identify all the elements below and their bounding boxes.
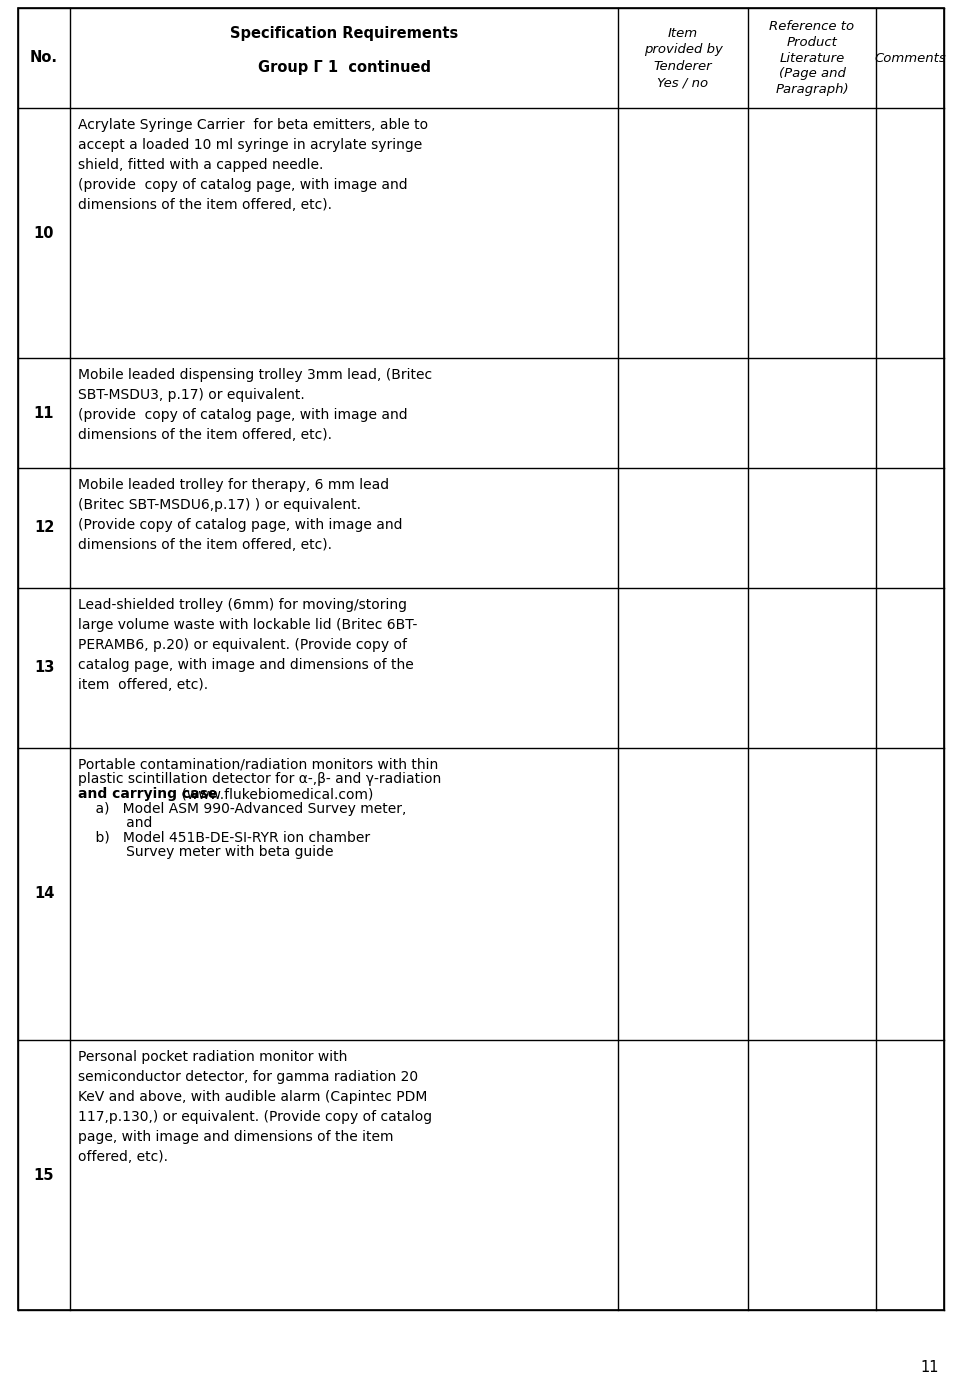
Text: Acrylate Syringe Carrier  for beta emitters, able to
accept a loaded 10 ml syrin: Acrylate Syringe Carrier for beta emitte… — [78, 119, 428, 212]
Text: Mobile leaded trolley for therapy, 6 mm lead
(Britec SBT-MSDU6,p.17) ) or equiva: Mobile leaded trolley for therapy, 6 mm … — [78, 477, 402, 553]
Text: Reference to
Product
Literature
(Page and
Paragraph): Reference to Product Literature (Page an… — [769, 20, 854, 96]
Text: plastic scintillation detector for α-,β- and γ-radiation: plastic scintillation detector for α-,β-… — [78, 772, 442, 786]
Text: 10: 10 — [34, 226, 55, 240]
Text: 15: 15 — [34, 1167, 55, 1182]
Text: (www.flukebiomedical.com): (www.flukebiomedical.com) — [177, 787, 373, 801]
Text: Specification Requirements: Specification Requirements — [229, 27, 458, 40]
Text: Comments: Comments — [875, 52, 946, 64]
Text: 13: 13 — [34, 660, 54, 676]
Text: Mobile leaded dispensing trolley 3mm lead, (Britec
SBT-MSDU3, p.17) or equivalen: Mobile leaded dispensing trolley 3mm lea… — [78, 369, 432, 443]
Text: and: and — [78, 817, 153, 831]
Text: Survey meter with beta guide: Survey meter with beta guide — [78, 845, 333, 859]
Text: 11: 11 — [921, 1360, 939, 1375]
Text: a)   Model ASM 990-Advanced Survey meter,: a) Model ASM 990-Advanced Survey meter, — [78, 801, 406, 815]
Text: Personal pocket radiation monitor with
semiconductor detector, for gamma radiati: Personal pocket radiation monitor with s… — [78, 1050, 432, 1164]
Text: Item
provided by
Tenderer
Yes / no: Item provided by Tenderer Yes / no — [643, 27, 723, 89]
Text: 14: 14 — [34, 886, 54, 902]
Text: Portable contamination/radiation monitors with thin: Portable contamination/radiation monitor… — [78, 758, 439, 772]
Text: Group Γ 1  continued: Group Γ 1 continued — [257, 60, 430, 75]
Text: Lead-shielded trolley (6mm) for moving/storing
large volume waste with lockable : Lead-shielded trolley (6mm) for moving/s… — [78, 597, 418, 692]
Text: No.: No. — [30, 50, 58, 66]
Text: and carrying case: and carrying case — [78, 787, 217, 801]
Text: 12: 12 — [34, 521, 54, 536]
Text: b)   Model 451B-DE-SI-RYR ion chamber: b) Model 451B-DE-SI-RYR ion chamber — [78, 831, 371, 845]
Text: 11: 11 — [34, 405, 55, 420]
